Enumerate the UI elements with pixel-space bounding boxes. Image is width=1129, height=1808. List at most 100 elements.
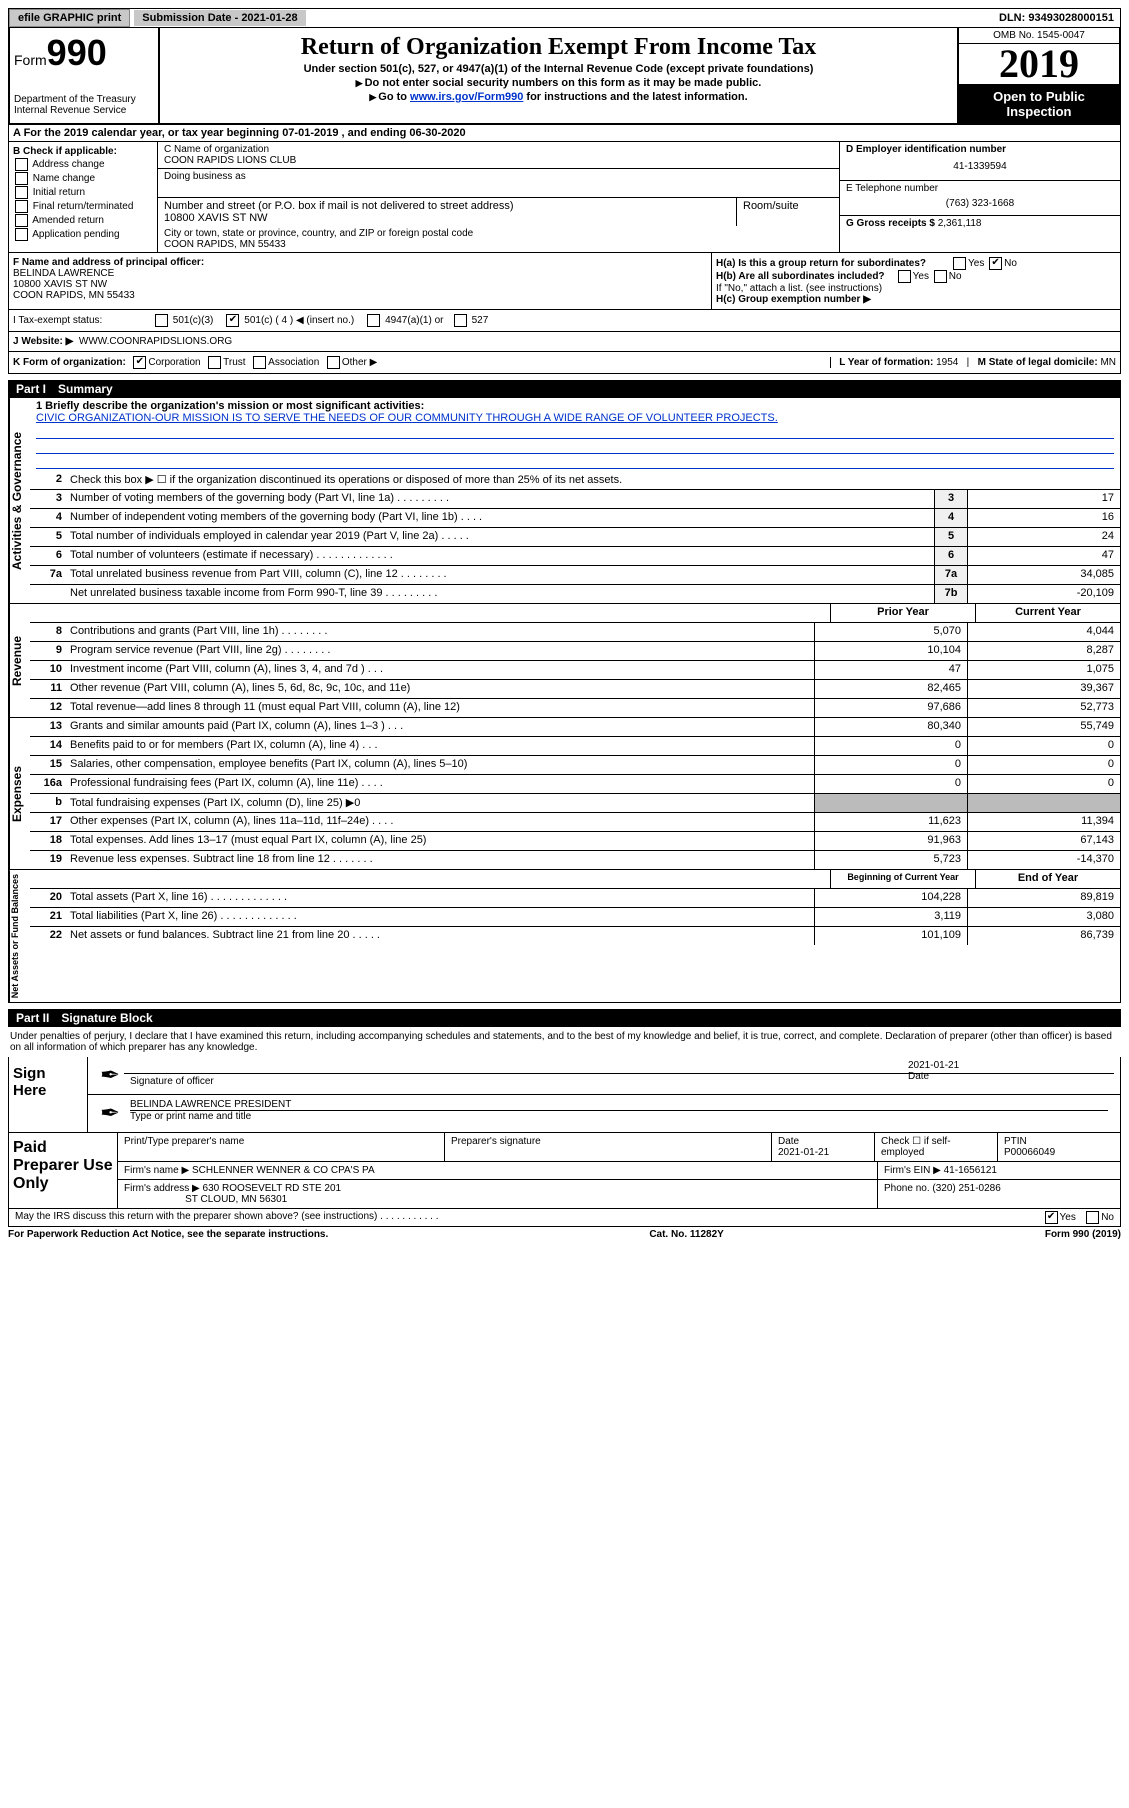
m-val: MN bbox=[1100, 357, 1116, 368]
cb-final-return[interactable]: Final return/terminated bbox=[13, 200, 153, 213]
paperwork-notice: For Paperwork Reduction Act Notice, see … bbox=[8, 1229, 328, 1240]
ha-answer: No bbox=[1004, 258, 1017, 269]
side-governance: Activities & Governance bbox=[9, 398, 30, 603]
preparer-label: Paid Preparer Use Only bbox=[9, 1133, 118, 1208]
table-row: 15Salaries, other compensation, employee… bbox=[30, 756, 1120, 775]
firm-addr-label: Firm's address ▶ bbox=[124, 1183, 200, 1194]
k-label: K Form of organization: bbox=[13, 357, 126, 368]
firm-ein-label: Firm's EIN ▶ bbox=[884, 1165, 941, 1176]
end-year-h: End of Year bbox=[975, 870, 1120, 888]
opt-501c[interactable]: 501(c) ( 4 ) ◀ (insert no.) bbox=[244, 315, 354, 326]
opt-other[interactable]: Other ▶ bbox=[342, 357, 377, 368]
f-name: BELINDA LAWRENCE bbox=[13, 268, 114, 279]
org-name: COON RAPIDS LIONS CLUB bbox=[164, 155, 833, 166]
part1-name: Summary bbox=[58, 382, 113, 396]
table-row: 13Grants and similar amounts paid (Part … bbox=[30, 718, 1120, 737]
org-name-label: C Name of organization bbox=[164, 144, 833, 155]
opt-corp[interactable]: Corporation bbox=[148, 357, 200, 368]
table-row: 3Number of voting members of the governi… bbox=[30, 490, 1120, 509]
cb-initial-return[interactable]: Initial return bbox=[13, 186, 153, 199]
note-goto-pre: Go to bbox=[369, 91, 410, 103]
f-addr1: 10800 XAVIS ST NW bbox=[13, 279, 107, 290]
ptin-label: PTIN bbox=[1004, 1136, 1027, 1147]
table-row: 12Total revenue—add lines 8 through 11 (… bbox=[30, 699, 1120, 717]
table-row: bTotal fundraising expenses (Part IX, co… bbox=[30, 794, 1120, 813]
phone: (763) 323-1668 bbox=[846, 194, 1114, 213]
prep-sig-h: Preparer's signature bbox=[445, 1133, 772, 1161]
l-label: L Year of formation: bbox=[839, 357, 933, 368]
mission-block: 1 Briefly describe the organization's mi… bbox=[30, 398, 1120, 471]
table-row: 16aProfessional fundraising fees (Part I… bbox=[30, 775, 1120, 794]
tax-year-row: A For the 2019 calendar year, or tax yea… bbox=[8, 125, 1121, 142]
f-label: F Name and address of principal officer: bbox=[13, 257, 204, 268]
cb-address-change[interactable]: Address change bbox=[13, 158, 153, 171]
part2-header: Part II Signature Block bbox=[8, 1009, 1121, 1027]
form-ref: Form 990 (2019) bbox=[1045, 1229, 1121, 1240]
current-year-h: Current Year bbox=[975, 604, 1120, 622]
officer-name-label: Type or print name and title bbox=[130, 1110, 1108, 1122]
opt-trust[interactable]: Trust bbox=[223, 357, 245, 368]
opt-assoc[interactable]: Association bbox=[268, 357, 319, 368]
note-ssn: Do not enter social security numbers on … bbox=[168, 77, 949, 89]
discuss-row: May the IRS discuss this return with the… bbox=[8, 1209, 1121, 1227]
sign-block: Sign Here ✒ Signature of officer 2021-01… bbox=[8, 1057, 1121, 1133]
table-row: 10Investment income (Part VIII, column (… bbox=[30, 661, 1120, 680]
firm-phone: (320) 251-0286 bbox=[932, 1183, 1000, 1194]
table-row: 8Contributions and grants (Part VIII, li… bbox=[30, 623, 1120, 642]
city-label: City or town, state or province, country… bbox=[164, 228, 833, 239]
officer-name: BELINDA LAWRENCE PRESIDENT bbox=[130, 1099, 1108, 1110]
efile-button[interactable]: efile GRAPHIC print bbox=[9, 9, 130, 27]
form-label: Form bbox=[14, 52, 47, 68]
note-goto-post: for instructions and the latest informat… bbox=[523, 91, 747, 103]
beg-year-h: Beginning of Current Year bbox=[830, 870, 975, 888]
gross: 2,361,118 bbox=[938, 218, 982, 229]
part1-num: Part I bbox=[16, 382, 46, 396]
col-c: C Name of organization COON RAPIDS LIONS… bbox=[158, 142, 839, 252]
netassets-section: Net Assets or Fund Balances Beginning of… bbox=[8, 870, 1121, 1003]
header-right: OMB No. 1545-0047 2019 Open to Public In… bbox=[957, 28, 1119, 123]
ein: 41-1339594 bbox=[846, 155, 1114, 178]
cb-amended[interactable]: Amended return bbox=[13, 214, 153, 227]
opt-527[interactable]: 527 bbox=[472, 315, 489, 326]
sig-date: 2021-01-21 bbox=[908, 1060, 1108, 1071]
i-label: I Tax-exempt status: bbox=[13, 315, 153, 326]
side-netassets: Net Assets or Fund Balances bbox=[9, 870, 30, 1002]
table-row: 11Other revenue (Part VIII, column (A), … bbox=[30, 680, 1120, 699]
form-title: Return of Organization Exempt From Incom… bbox=[168, 34, 949, 61]
prep-date: 2021-01-21 bbox=[778, 1147, 829, 1158]
dln: DLN: 93493028000151 bbox=[993, 10, 1120, 26]
top-bar: efile GRAPHIC print Submission Date - 20… bbox=[8, 8, 1121, 28]
table-row: 22Net assets or fund balances. Subtract … bbox=[30, 927, 1120, 945]
ptin: P00066049 bbox=[1004, 1147, 1055, 1158]
addr-label: Number and street (or P.O. box if mail i… bbox=[164, 200, 730, 212]
dba-label: Doing business as bbox=[164, 171, 833, 182]
col-b-label: B Check if applicable: bbox=[13, 146, 117, 157]
table-row: 4Number of independent voting members of… bbox=[30, 509, 1120, 528]
opt-4947[interactable]: 4947(a)(1) or bbox=[385, 315, 443, 326]
submission-date: Submission Date - 2021-01-28 bbox=[134, 10, 305, 26]
hb-note: If "No," attach a list. (see instruction… bbox=[716, 283, 1116, 294]
firm-ein: 41-1656121 bbox=[944, 1165, 997, 1176]
opt-501c3[interactable]: 501(c)(3) bbox=[173, 315, 214, 326]
tax-exempt-row: I Tax-exempt status: 501(c)(3) ✔ 501(c) … bbox=[8, 310, 1121, 332]
header-center: Return of Organization Exempt From Incom… bbox=[160, 28, 957, 123]
prep-name-h: Print/Type preparer's name bbox=[118, 1133, 445, 1161]
l-val: 1954 bbox=[936, 357, 958, 368]
firm-addr2: ST CLOUD, MN 56301 bbox=[185, 1194, 287, 1205]
firm-phone-label: Phone no. bbox=[884, 1183, 930, 1194]
form-header: Form990 Department of the Treasury Inter… bbox=[8, 28, 1121, 125]
j-label: J Website: ▶ bbox=[13, 336, 73, 347]
cb-name-change[interactable]: Name change bbox=[13, 172, 153, 185]
open-public: Open to Public Inspection bbox=[959, 85, 1119, 123]
f-addr2: COON RAPIDS, MN 55433 bbox=[13, 290, 135, 301]
table-row: 9Program service revenue (Part VIII, lin… bbox=[30, 642, 1120, 661]
part2-name: Signature Block bbox=[61, 1011, 152, 1025]
discuss-text: May the IRS discuss this return with the… bbox=[15, 1211, 439, 1224]
addr: 10800 XAVIS ST NW bbox=[164, 212, 730, 224]
instructions-link[interactable]: www.irs.gov/Form990 bbox=[410, 91, 523, 103]
table-row: 6Total number of volunteers (estimate if… bbox=[30, 547, 1120, 566]
sig-label: Signature of officer bbox=[130, 1076, 214, 1087]
bottom-row: For Paperwork Reduction Act Notice, see … bbox=[8, 1227, 1121, 1242]
cb-app-pending[interactable]: Application pending bbox=[13, 228, 153, 241]
perjury-text: Under penalties of perjury, I declare th… bbox=[8, 1027, 1121, 1057]
